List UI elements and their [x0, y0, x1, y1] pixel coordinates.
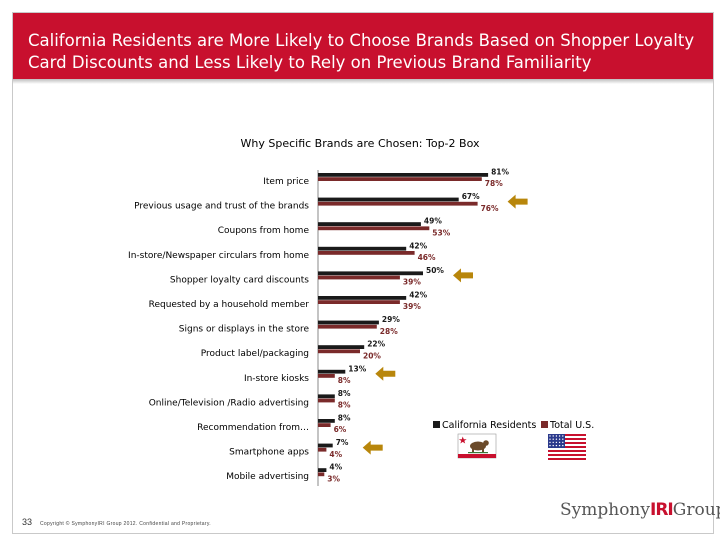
page-number: 33 — [22, 517, 33, 527]
data-label-california: 22% — [367, 340, 385, 349]
category-label: Previous usage and trust of the brands — [134, 202, 309, 212]
us-flag-icon — [548, 434, 586, 460]
logo-part-group: Group — [672, 500, 720, 520]
bar-california — [318, 394, 335, 399]
data-label-total-us: 8% — [338, 401, 351, 410]
legend-label-california: California Residents — [442, 420, 536, 431]
bar-total-us — [318, 226, 430, 231]
category-label: Shopper loyalty card discounts — [170, 275, 309, 285]
category-label: Coupons from home — [218, 226, 310, 236]
data-label-total-us: 46% — [418, 253, 436, 262]
data-label-california: 8% — [338, 389, 351, 398]
highlight-arrow-icon — [362, 440, 383, 455]
highlight-arrow-icon — [375, 366, 396, 381]
data-label-total-us: 8% — [338, 376, 351, 385]
highlight-arrow-icon — [507, 194, 528, 209]
data-label-california: 50% — [426, 266, 444, 275]
bar-california — [318, 296, 407, 300]
slide-frame — [12, 12, 714, 534]
data-label-california: 4% — [329, 463, 342, 472]
category-label: Requested by a household member — [149, 300, 310, 310]
data-label-total-us: 6% — [334, 425, 347, 434]
bar-total-us — [318, 251, 415, 255]
category-label: Mobile advertising — [226, 472, 309, 482]
bar-total-us — [318, 349, 360, 354]
legend-label-total-us: Total U.S. — [549, 420, 594, 431]
bar-california — [318, 246, 407, 251]
bar-california — [318, 419, 335, 423]
bar-california — [318, 173, 489, 177]
data-label-california: 81% — [491, 168, 509, 177]
logo-part-iri: IRI — [650, 500, 674, 520]
category-label: Smartphone apps — [229, 448, 309, 458]
data-label-california: 7% — [336, 438, 349, 447]
bar-total-us — [318, 324, 377, 329]
chart-title: Why Specific Brands are Chosen: Top-2 Bo… — [241, 137, 480, 150]
bar-california — [318, 271, 423, 276]
bar-total-us — [318, 447, 327, 452]
category-label: Recommendation from… — [197, 423, 309, 433]
chart-legend: California Residents Total U.S. — [433, 420, 594, 431]
data-label-total-us: 78% — [485, 179, 503, 188]
bar-total-us — [318, 423, 331, 427]
data-label-total-us: 20% — [363, 351, 381, 360]
bar-total-us — [318, 374, 335, 378]
category-label: Product label/packaging — [201, 349, 309, 359]
bar-total-us — [318, 300, 400, 304]
data-label-california: 13% — [348, 364, 366, 373]
category-label: In-store/Newspaper circulars from home — [128, 251, 309, 261]
bar-california — [318, 320, 379, 325]
logo-part-symphony: Symphony — [560, 500, 650, 520]
bar-total-us — [318, 177, 482, 181]
legend-swatch-california — [433, 421, 440, 428]
data-label-california: 42% — [409, 291, 427, 300]
bar-california — [318, 468, 327, 472]
legend-swatch-total-us — [541, 421, 548, 428]
bar-california — [318, 197, 459, 202]
data-label-total-us: 3% — [327, 474, 340, 483]
category-label: In-store kiosks — [244, 374, 309, 384]
bar-total-us — [318, 201, 478, 206]
bar-california — [318, 369, 346, 374]
data-label-california: 49% — [424, 217, 442, 226]
california-flag-icon — [457, 433, 497, 459]
data-label-california: 67% — [462, 192, 480, 201]
title-bar — [13, 13, 713, 79]
highlight-arrow-icon — [453, 268, 473, 283]
data-label-total-us: 28% — [380, 327, 398, 336]
data-label-california: 29% — [382, 315, 400, 324]
category-label: Online/Television /Radio advertising — [149, 398, 309, 408]
data-label-total-us: 39% — [403, 302, 421, 311]
category-label: Item price — [263, 177, 309, 187]
category-label: Signs or displays in the store — [179, 325, 310, 335]
data-label-california: 42% — [409, 241, 427, 250]
slide-title: California Residents are More Likely to … — [28, 31, 695, 72]
copyright-text: Copyright © SymphonyIRI Group 2012. Conf… — [40, 521, 211, 527]
bar-california — [318, 345, 365, 349]
bar-total-us — [318, 275, 400, 280]
data-label-total-us: 76% — [481, 204, 499, 213]
data-label-total-us: 53% — [432, 228, 450, 237]
data-label-total-us: 39% — [403, 278, 421, 287]
data-label-california: 8% — [338, 414, 351, 423]
bar-total-us — [318, 398, 335, 403]
bar-california — [318, 222, 421, 226]
bar-california — [318, 443, 333, 448]
title-divider — [13, 79, 713, 84]
data-label-total-us: 4% — [329, 450, 342, 459]
bar-total-us — [318, 472, 325, 477]
